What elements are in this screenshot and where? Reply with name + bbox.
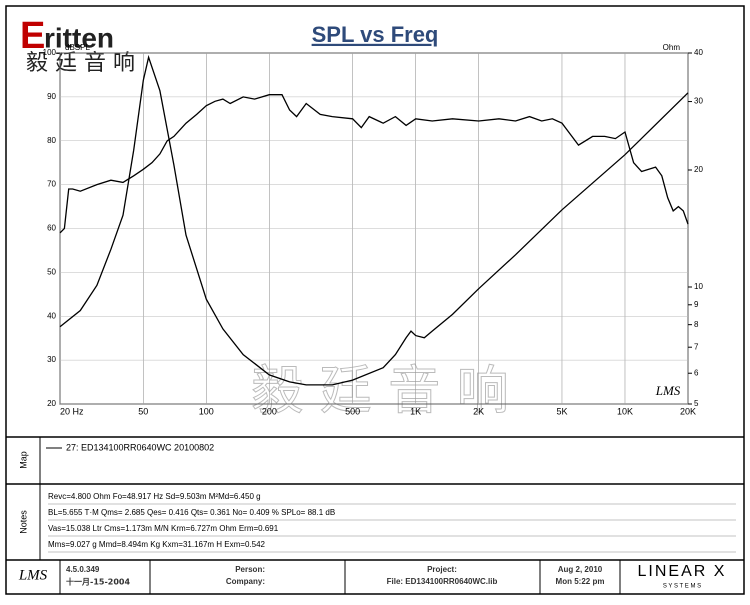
file: File: ED134100RR0640WC.lib — [387, 577, 498, 586]
note-line: Mms=9.027 g Mmd=8.494m Kg Kxm=31.167m H … — [48, 540, 266, 549]
lms-mark: LMS — [655, 383, 681, 398]
y2-tick-label: 6 — [694, 368, 699, 377]
y-tick-label: 70 — [47, 180, 56, 189]
project: Project: — [427, 565, 457, 574]
legend-entry: 27: ED134100RR0640WC 20100802 — [66, 442, 214, 452]
logo-e: E — [20, 15, 45, 57]
y-tick-label: 100 — [43, 48, 57, 57]
y2-axis-label: Ohm — [663, 43, 681, 52]
y-tick-label: 60 — [47, 224, 56, 233]
footer-lms: LMS — [18, 567, 48, 583]
x-tick-label: 5K — [556, 406, 567, 416]
person: Person: — [235, 565, 265, 574]
linearx: LINEAR X — [638, 563, 727, 580]
note-line: Vas=15.038 Ltr Cms=1.173m M/N Krm=6.727m… — [48, 524, 279, 533]
logo-chinese: 毅 廷 音 响 — [26, 51, 135, 76]
y-tick-label: 50 — [47, 267, 56, 276]
note-line: Revc=4.800 Ohm Fo=48.917 Hz Sd=9.503m M²… — [48, 492, 261, 501]
x-tick-label: 500 — [345, 406, 360, 416]
y-tick-label: 20 — [47, 399, 56, 408]
x-tick-label: 2K — [473, 406, 484, 416]
y-tick-label: 30 — [47, 355, 56, 364]
map-label: Map — [18, 451, 28, 469]
data-line — [59, 54, 689, 386]
x-tick-label: 50 — [138, 406, 148, 416]
data-line — [59, 94, 689, 234]
note-line: BL=5.655 T·M Qms= 2.685 Qes= 0.416 Qts= … — [48, 508, 335, 517]
y-tick-label: 40 — [47, 311, 56, 320]
x-tick-label: 100 — [199, 406, 214, 416]
x-tick-label: 200 — [262, 406, 277, 416]
date: Aug 2, 2010 — [558, 565, 603, 574]
x-tick-label: 10K — [617, 406, 633, 416]
y-tick-label: 90 — [47, 92, 56, 101]
notes-label: Notes — [18, 510, 28, 534]
y2-tick-label: 5 — [694, 399, 699, 408]
chart-title: SPL vs Freq — [312, 22, 439, 47]
linearx-sub: S Y S T E M S — [663, 584, 701, 590]
y2-tick-label: 20 — [694, 165, 703, 174]
y2-tick-label: 30 — [694, 97, 703, 106]
y2-tick-label: 8 — [694, 320, 699, 329]
x-tick-label: 20 Hz — [60, 406, 84, 416]
x-tick-label: 1K — [410, 406, 421, 416]
version: 4.5.0.349 — [66, 565, 100, 574]
logo-brand: ritten — [44, 22, 114, 53]
y-axis-label: dBSPL — [65, 43, 90, 52]
y2-tick-label: 9 — [694, 300, 699, 309]
time: Mon 5:22 pm — [556, 577, 605, 586]
company: Company: — [226, 577, 265, 586]
build: 十一月-15-2004 — [66, 577, 130, 587]
y2-tick-label: 7 — [694, 342, 699, 351]
y-tick-label: 80 — [47, 136, 56, 145]
x-tick-label: 20K — [680, 406, 696, 416]
y2-tick-label: 40 — [694, 48, 703, 57]
y2-tick-label: 10 — [694, 282, 703, 291]
watermark: 毅 廷 音 响 — [251, 362, 509, 422]
frame — [5, 5, 745, 595]
